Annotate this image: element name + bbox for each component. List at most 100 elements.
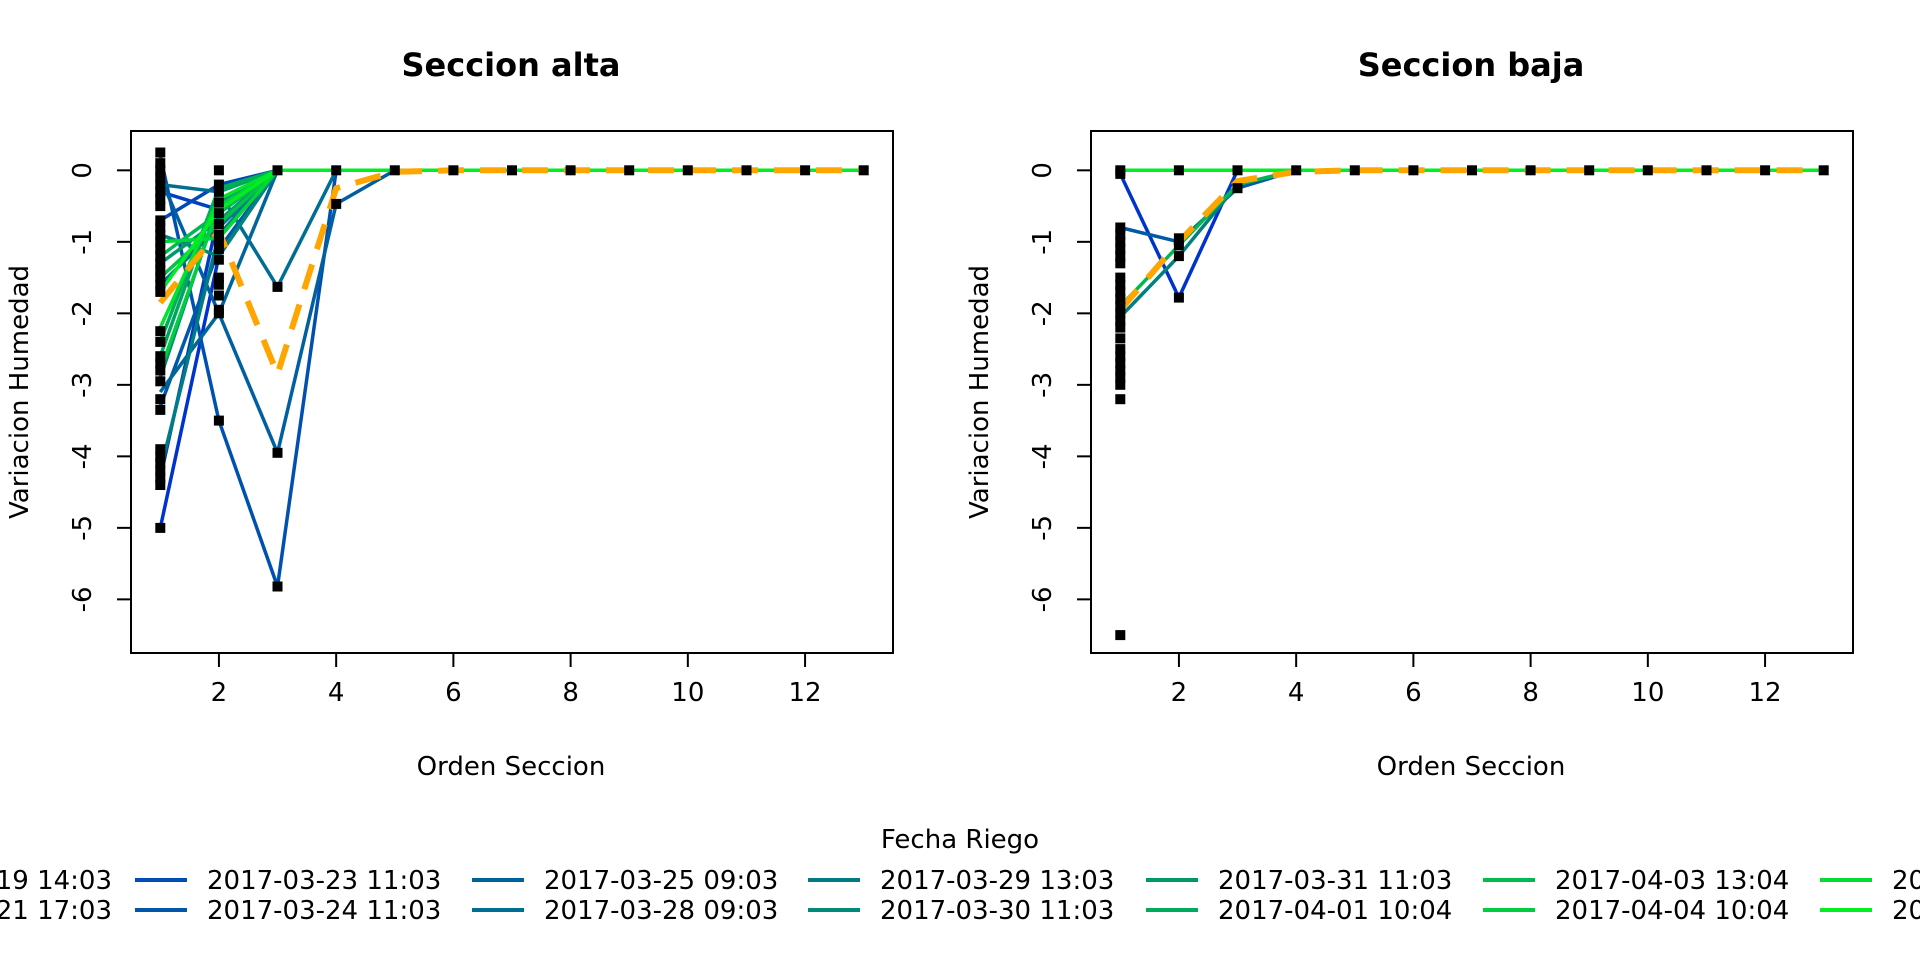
data-point bbox=[800, 165, 811, 176]
data-point bbox=[1467, 165, 1477, 176]
data-point bbox=[155, 244, 166, 254]
legend-label: 2017-03-25 09:03 bbox=[544, 866, 778, 896]
data-point bbox=[1173, 240, 1184, 251]
series-line bbox=[158, 168, 864, 407]
y-tick-label: -3 bbox=[68, 372, 98, 398]
data-point bbox=[1115, 222, 1126, 233]
y-tick-label: -5 bbox=[68, 515, 98, 541]
legend-label: 2017-04-03 13:04 bbox=[1555, 866, 1789, 896]
data-point bbox=[1818, 165, 1829, 176]
data-point bbox=[1232, 183, 1243, 194]
y-tick-label: 0 bbox=[1028, 162, 1058, 179]
data-point bbox=[1115, 315, 1126, 326]
data-point bbox=[1115, 333, 1126, 344]
data-point bbox=[1642, 165, 1653, 176]
series-lines bbox=[1118, 168, 1824, 319]
data-point bbox=[1173, 251, 1184, 262]
data-point bbox=[1115, 168, 1126, 179]
data-points bbox=[1115, 165, 1829, 641]
data-point bbox=[155, 351, 166, 362]
data-point bbox=[213, 308, 224, 319]
data-point bbox=[213, 197, 224, 208]
y-tick-label: -2 bbox=[68, 300, 98, 326]
data-point bbox=[1115, 630, 1126, 641]
data-point bbox=[155, 158, 166, 169]
panel-seccion-alta: Seccion alta 2 4 6 8 10 12 0 -1 -2 -3 -4 -5 -6 Orde… bbox=[5, 46, 894, 782]
x-axis-label: Orden Seccion bbox=[1377, 752, 1566, 782]
x-tick-label: 6 bbox=[445, 678, 462, 708]
series-line bbox=[158, 168, 864, 394]
data-point bbox=[272, 165, 283, 176]
y-tick-label: -3 bbox=[1028, 372, 1058, 398]
data-point bbox=[155, 465, 166, 476]
data-point bbox=[155, 522, 166, 533]
series-lines bbox=[158, 155, 864, 589]
data-point bbox=[624, 165, 635, 176]
data-point bbox=[155, 179, 166, 190]
series-line bbox=[1119, 168, 1824, 308]
x-axis: 2 4 6 8 10 12 bbox=[211, 652, 822, 708]
data-point bbox=[155, 147, 166, 158]
data-point bbox=[155, 451, 166, 462]
data-point bbox=[741, 165, 752, 176]
data-point bbox=[155, 279, 166, 290]
data-point bbox=[1115, 244, 1126, 254]
data-point bbox=[331, 165, 342, 176]
data-point bbox=[1115, 365, 1126, 376]
data-point bbox=[507, 165, 517, 176]
data-point bbox=[1115, 379, 1126, 390]
data-point bbox=[1173, 165, 1184, 176]
data-point bbox=[155, 336, 166, 347]
x-axis-label: Orden Seccion bbox=[417, 752, 606, 782]
legend-label: 2017-03-23 11:03 bbox=[207, 866, 441, 896]
data-point bbox=[272, 281, 283, 292]
data-point bbox=[1584, 165, 1595, 176]
data-point bbox=[155, 394, 166, 405]
data-point bbox=[1115, 322, 1126, 333]
data-point bbox=[155, 229, 166, 240]
data-point bbox=[1115, 394, 1126, 405]
data-point bbox=[1349, 165, 1360, 176]
x-tick-label: 2 bbox=[1171, 678, 1188, 708]
data-point bbox=[1291, 165, 1302, 176]
y-tick-label: -5 bbox=[1028, 515, 1058, 541]
data-point bbox=[155, 193, 166, 204]
series-line bbox=[158, 168, 864, 479]
data-point bbox=[1115, 251, 1126, 262]
x-tick-label: 8 bbox=[1522, 678, 1539, 708]
data-point bbox=[448, 165, 459, 176]
data-point bbox=[213, 415, 224, 426]
data-point bbox=[155, 472, 166, 483]
data-point bbox=[213, 229, 224, 240]
data-point bbox=[213, 179, 224, 190]
mean-line bbox=[1118, 167, 1824, 312]
x-tick-label: 4 bbox=[1288, 678, 1305, 708]
data-points bbox=[155, 147, 869, 592]
data-point bbox=[155, 172, 166, 183]
data-point bbox=[155, 251, 166, 262]
data-point bbox=[1408, 165, 1419, 176]
data-point bbox=[1115, 229, 1126, 240]
data-point bbox=[1115, 286, 1126, 297]
data-point bbox=[1115, 258, 1126, 269]
legend-label: 2017-04-01 10:04 bbox=[1218, 896, 1452, 926]
y-axis: 0 -1 -2 -3 -4 -5 -6 bbox=[68, 162, 132, 612]
data-point bbox=[155, 186, 166, 197]
series-line bbox=[1119, 168, 1824, 244]
data-point bbox=[155, 258, 166, 269]
legend-label: 2017-03-24 11:03 bbox=[207, 896, 441, 926]
legend-label: 20 bbox=[1892, 896, 1920, 926]
panel-title: Seccion baja bbox=[1358, 46, 1585, 84]
x-tick-label: 10 bbox=[1631, 678, 1664, 708]
data-point bbox=[682, 165, 693, 176]
legend-label: 2017-03-29 13:03 bbox=[880, 866, 1114, 896]
data-point bbox=[565, 165, 576, 176]
data-point bbox=[155, 272, 166, 283]
data-point bbox=[155, 265, 166, 276]
data-point bbox=[1115, 301, 1126, 312]
x-tick-label: 6 bbox=[1405, 678, 1422, 708]
legend-label: 20 bbox=[1892, 866, 1920, 896]
series-line bbox=[1118, 168, 1824, 300]
